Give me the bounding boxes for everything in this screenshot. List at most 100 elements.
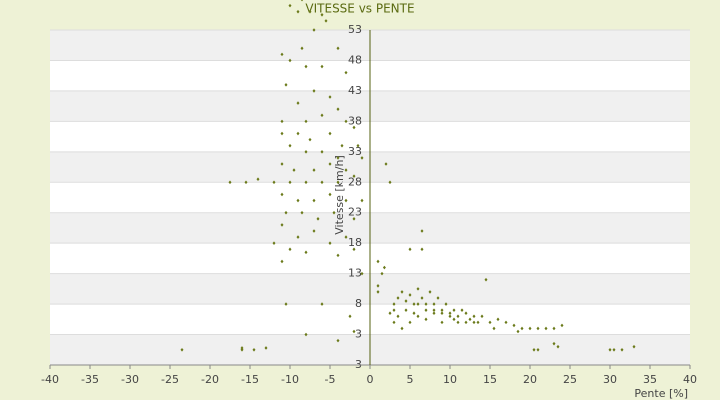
point bbox=[296, 9, 300, 14]
point bbox=[452, 308, 456, 312]
point bbox=[352, 174, 356, 178]
point bbox=[304, 119, 308, 124]
point bbox=[304, 64, 308, 69]
point bbox=[360, 156, 364, 160]
point bbox=[284, 83, 288, 87]
x-tick-label: -30 bbox=[121, 373, 139, 386]
point bbox=[256, 177, 260, 182]
point bbox=[412, 302, 416, 306]
point bbox=[620, 347, 624, 352]
point bbox=[288, 180, 292, 185]
x-tick-label: 0 bbox=[367, 373, 374, 386]
x-tick-label: -35 bbox=[81, 373, 99, 386]
point bbox=[344, 70, 348, 75]
point bbox=[280, 131, 284, 136]
point bbox=[304, 332, 308, 337]
point bbox=[424, 317, 428, 322]
point bbox=[504, 320, 508, 325]
point bbox=[404, 299, 408, 303]
y-tick-label: 23 bbox=[348, 206, 362, 219]
point bbox=[284, 210, 288, 215]
point bbox=[400, 290, 404, 294]
point bbox=[552, 326, 556, 331]
point bbox=[240, 347, 244, 352]
point bbox=[336, 156, 340, 160]
point bbox=[544, 326, 548, 331]
point bbox=[556, 344, 560, 349]
point bbox=[376, 284, 380, 288]
point bbox=[328, 162, 332, 166]
point bbox=[304, 180, 308, 185]
point bbox=[328, 95, 332, 99]
point bbox=[320, 180, 324, 185]
point bbox=[308, 137, 312, 142]
point bbox=[432, 302, 436, 306]
point bbox=[420, 296, 424, 300]
point bbox=[332, 210, 336, 215]
point bbox=[280, 119, 284, 124]
point bbox=[316, 217, 320, 221]
point bbox=[468, 317, 472, 322]
point bbox=[560, 323, 564, 328]
point bbox=[632, 344, 636, 349]
point bbox=[360, 198, 364, 203]
point bbox=[444, 302, 448, 306]
point bbox=[528, 326, 532, 331]
point bbox=[408, 247, 412, 252]
point bbox=[320, 150, 324, 154]
point bbox=[336, 338, 340, 343]
point bbox=[392, 308, 396, 312]
point bbox=[280, 162, 284, 166]
point bbox=[552, 341, 556, 346]
y-tick-label: 28 bbox=[348, 175, 362, 188]
x-tick-label: 25 bbox=[563, 373, 577, 386]
point bbox=[320, 12, 324, 17]
point bbox=[244, 180, 248, 185]
point bbox=[424, 308, 428, 312]
point bbox=[400, 326, 404, 331]
point bbox=[440, 308, 444, 312]
point bbox=[432, 308, 436, 312]
point bbox=[376, 290, 380, 294]
point bbox=[336, 107, 340, 111]
point bbox=[312, 28, 316, 32]
y-tick-label: 33 bbox=[348, 145, 362, 158]
point bbox=[536, 347, 540, 352]
x-tick-label: 15 bbox=[483, 373, 497, 386]
x-tick-label: 40 bbox=[683, 373, 697, 386]
chart-title: VITESSE vs PENTE bbox=[305, 2, 414, 16]
point bbox=[408, 320, 412, 325]
point bbox=[476, 320, 480, 325]
point bbox=[520, 326, 524, 331]
point bbox=[496, 317, 500, 322]
x-tick-label: 10 bbox=[443, 373, 457, 386]
point bbox=[396, 314, 400, 319]
point bbox=[252, 347, 256, 352]
point bbox=[304, 250, 308, 255]
point bbox=[516, 329, 520, 334]
point bbox=[484, 277, 488, 282]
y-tick-label: 43 bbox=[348, 84, 362, 97]
point bbox=[312, 168, 316, 172]
point bbox=[300, 0, 304, 2]
x-tick-label: -40 bbox=[41, 373, 59, 386]
point bbox=[382, 265, 386, 270]
point bbox=[492, 326, 496, 331]
x-axis-title: Pente [%] bbox=[634, 387, 688, 400]
point bbox=[428, 290, 432, 294]
point bbox=[280, 192, 284, 197]
point bbox=[420, 247, 424, 252]
point bbox=[448, 314, 452, 319]
point bbox=[344, 235, 348, 239]
point bbox=[472, 320, 476, 325]
point bbox=[288, 143, 292, 148]
point bbox=[340, 143, 344, 148]
point bbox=[352, 125, 356, 130]
point bbox=[356, 143, 360, 148]
y-tick-label: 38 bbox=[348, 114, 362, 127]
point bbox=[320, 113, 324, 118]
point bbox=[432, 311, 436, 316]
point bbox=[392, 320, 396, 325]
point bbox=[388, 180, 392, 185]
point bbox=[336, 46, 340, 51]
